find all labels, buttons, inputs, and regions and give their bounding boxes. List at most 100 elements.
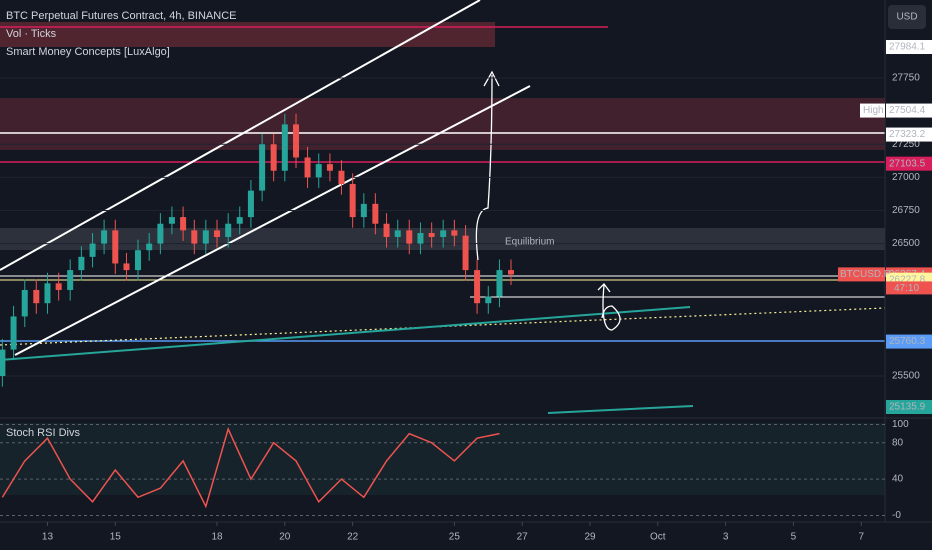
x-tick-label: Oct xyxy=(650,532,666,543)
candle-body xyxy=(112,230,119,264)
candle-body xyxy=(417,232,424,244)
price-badge xyxy=(886,40,932,55)
x-tick-label: 22 xyxy=(347,532,359,543)
candle-body xyxy=(349,183,356,218)
candle-body xyxy=(44,283,51,304)
y-tick-label: 27000 xyxy=(892,172,920,183)
candle-body xyxy=(270,144,277,171)
trend-line xyxy=(0,306,691,361)
chart-title: BTC Perpetual Futures Contract, 4h, BINA… xyxy=(6,10,236,22)
candle-body xyxy=(55,283,62,290)
x-tick-label: 27 xyxy=(517,532,529,543)
price-badge-label: 26227.8 xyxy=(889,274,926,285)
channel-line xyxy=(14,85,531,356)
price-badge-label: 25135.9 xyxy=(889,402,926,413)
candle-body xyxy=(485,296,492,304)
y-tick-label: 27250 xyxy=(892,139,920,150)
candle-body xyxy=(180,217,187,231)
drawing-arrow xyxy=(475,70,500,261)
supply-zone xyxy=(0,98,885,150)
y-tick-label: 100 xyxy=(892,419,909,430)
x-tick-label: 5 xyxy=(791,532,797,543)
symbol-label: BTCUSD.P xyxy=(840,269,891,280)
candle-body xyxy=(315,164,322,178)
candle-body xyxy=(293,124,300,158)
candle-body xyxy=(440,230,447,237)
candle-body xyxy=(326,164,333,171)
candle-body xyxy=(146,243,153,251)
candle-body xyxy=(101,230,108,244)
candles xyxy=(0,77,885,387)
candle-body xyxy=(33,289,40,304)
price-badge-label: 27984.1 xyxy=(889,42,926,53)
candle-body xyxy=(214,230,221,237)
equilibrium-label: Equilibrium xyxy=(505,237,554,248)
x-tick-label: 7 xyxy=(858,532,864,543)
trend-line xyxy=(547,405,694,414)
y-tick-label: 26500 xyxy=(892,238,920,249)
supply-zone xyxy=(0,22,495,47)
candle-body xyxy=(10,316,17,350)
symbol-badge xyxy=(838,267,885,282)
channel-line xyxy=(0,0,481,271)
x-tick-label: 20 xyxy=(279,532,291,543)
candle-body xyxy=(360,203,367,218)
y-tick-label: 25500 xyxy=(892,371,920,382)
x-tick-label: 3 xyxy=(723,532,729,543)
candle-body xyxy=(428,232,435,237)
candle-body xyxy=(338,170,345,184)
x-tick-label: 15 xyxy=(110,532,122,543)
candle-body xyxy=(236,217,243,224)
candle-body xyxy=(202,230,209,244)
candle-body xyxy=(462,235,469,271)
candle-body xyxy=(168,217,175,224)
indicator-label: Vol · Ticks xyxy=(6,28,57,40)
currency-button[interactable] xyxy=(888,5,926,29)
price-axis xyxy=(885,0,932,522)
candle-body xyxy=(0,349,6,377)
candle-body xyxy=(394,230,401,237)
candle-body xyxy=(225,223,232,237)
price-badge-label: 27103.5 xyxy=(889,158,926,169)
price-badge-label: 27504.4 xyxy=(889,105,926,116)
price-badge xyxy=(886,156,932,171)
candle-body xyxy=(191,230,198,244)
candle-body xyxy=(451,230,458,236)
equilibrium-zone xyxy=(0,228,885,250)
y-tick-label: 27750 xyxy=(892,73,920,84)
indicator-label: Stoch RSI Divs xyxy=(6,427,80,439)
candle-body xyxy=(157,223,164,244)
candle-body xyxy=(247,190,254,218)
price-badge xyxy=(886,400,932,414)
candle-body xyxy=(304,157,311,178)
candle-body xyxy=(89,243,96,257)
candle-body xyxy=(406,230,413,244)
candle-body xyxy=(259,144,266,191)
candle-body xyxy=(21,289,28,317)
x-tick-label: 18 xyxy=(211,532,223,543)
price-badge xyxy=(886,334,932,349)
indicator-label: Smart Money Concepts [LuxAlgo] xyxy=(6,46,170,58)
high-label: High xyxy=(863,105,884,116)
x-tick-label: 13 xyxy=(42,532,54,543)
rsi-line xyxy=(1,426,500,509)
rsi-band xyxy=(0,423,885,495)
x-tick-label: 25 xyxy=(449,532,461,543)
y-tick-label: -0 xyxy=(892,510,901,521)
price-badge xyxy=(886,103,932,118)
countdown-label: 47:10 xyxy=(894,283,919,294)
candle-body xyxy=(123,263,130,271)
drawing xyxy=(597,283,621,331)
candle-body xyxy=(281,124,288,171)
candle-body xyxy=(78,256,85,271)
price-badge-label: 25760.3 xyxy=(889,336,926,347)
candle-body xyxy=(507,270,514,275)
price-badge-label: 27323.2 xyxy=(889,129,926,140)
y-tick-label: 26750 xyxy=(892,205,920,216)
candle-body xyxy=(496,270,503,297)
candle-body xyxy=(383,223,390,237)
countdown-badge xyxy=(886,281,932,295)
candle-body xyxy=(474,270,481,304)
currency-label[interactable]: USD xyxy=(896,12,917,23)
